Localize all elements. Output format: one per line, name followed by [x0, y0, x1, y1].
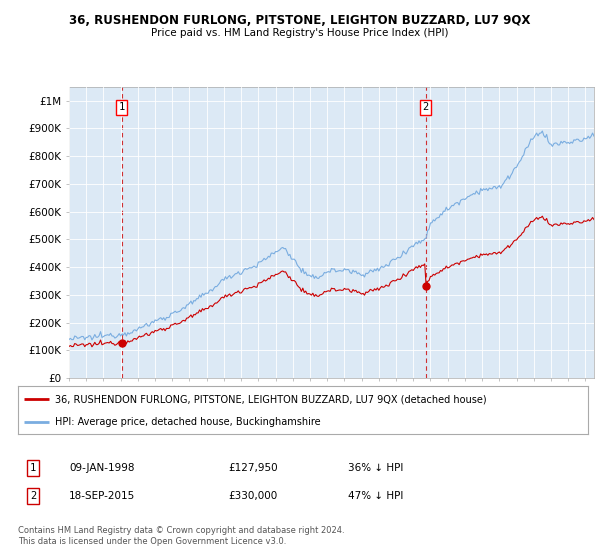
Text: 1: 1: [118, 102, 125, 112]
Text: Contains HM Land Registry data © Crown copyright and database right 2024.
This d: Contains HM Land Registry data © Crown c…: [18, 526, 344, 546]
Text: 2: 2: [30, 491, 36, 501]
Text: HPI: Average price, detached house, Buckinghamshire: HPI: Average price, detached house, Buck…: [55, 417, 320, 427]
Text: £330,000: £330,000: [228, 491, 277, 501]
Text: 2: 2: [422, 102, 429, 112]
Text: 47% ↓ HPI: 47% ↓ HPI: [348, 491, 403, 501]
Text: Price paid vs. HM Land Registry's House Price Index (HPI): Price paid vs. HM Land Registry's House …: [151, 28, 449, 38]
Text: 09-JAN-1998: 09-JAN-1998: [69, 463, 134, 473]
Text: 36, RUSHENDON FURLONG, PITSTONE, LEIGHTON BUZZARD, LU7 9QX (detached house): 36, RUSHENDON FURLONG, PITSTONE, LEIGHTO…: [55, 394, 487, 404]
Text: £127,950: £127,950: [228, 463, 278, 473]
Text: 36, RUSHENDON FURLONG, PITSTONE, LEIGHTON BUZZARD, LU7 9QX: 36, RUSHENDON FURLONG, PITSTONE, LEIGHTO…: [70, 14, 530, 27]
Text: 18-SEP-2015: 18-SEP-2015: [69, 491, 135, 501]
Text: 1: 1: [30, 463, 36, 473]
Text: 36% ↓ HPI: 36% ↓ HPI: [348, 463, 403, 473]
